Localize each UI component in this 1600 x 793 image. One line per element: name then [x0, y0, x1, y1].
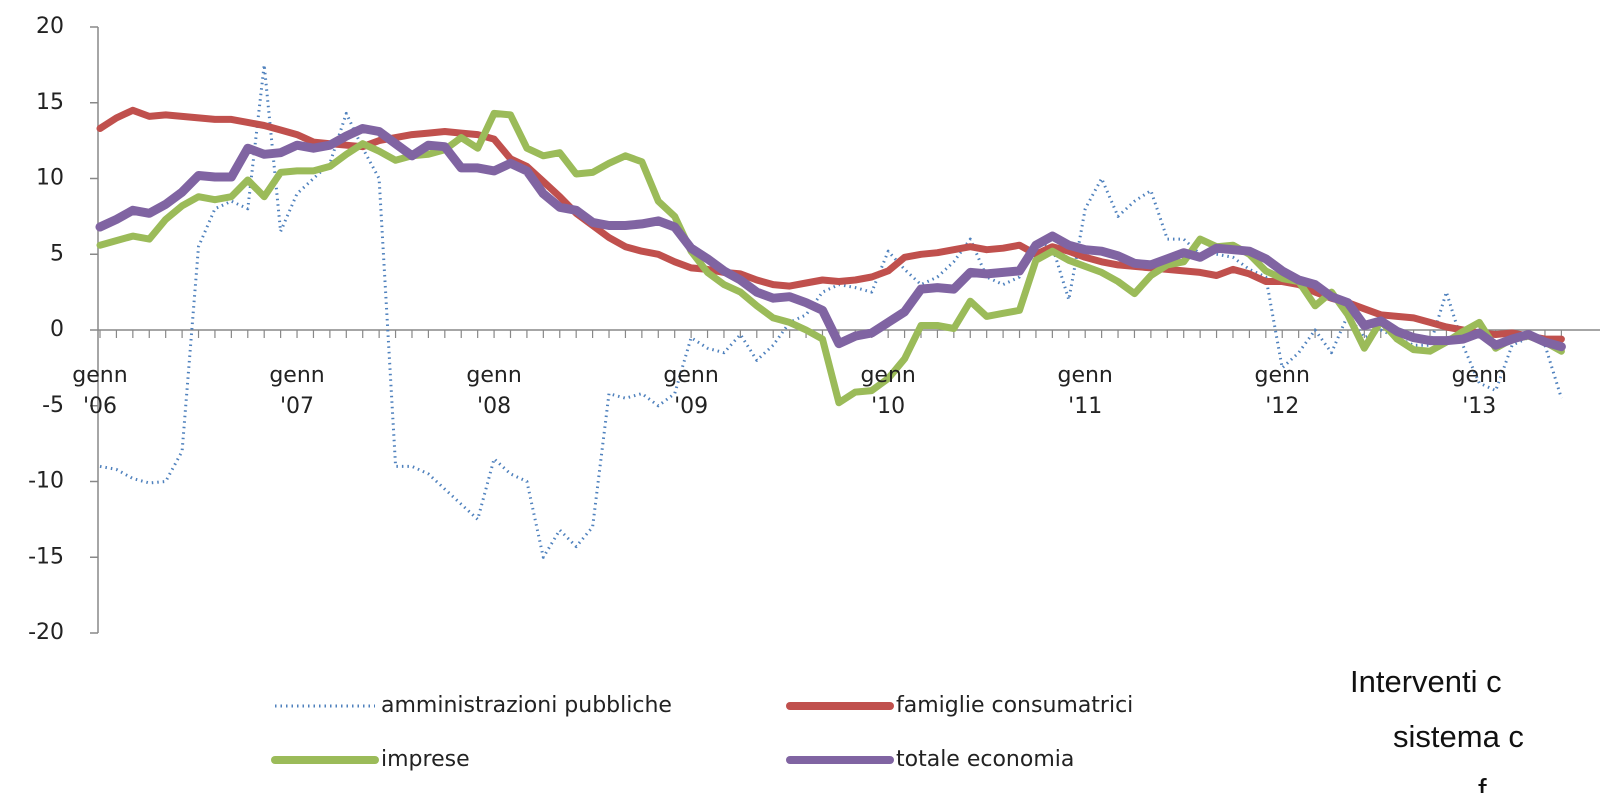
- x-tick-label: genn '10: [860, 363, 916, 419]
- series-line: [95, 124, 1566, 352]
- y-tick-label: -15: [28, 544, 64, 569]
- legend-label: amministrazioni pubbliche: [381, 693, 672, 718]
- legend-label: totale economia: [896, 747, 1074, 772]
- series-line: [96, 106, 1565, 343]
- y-tick-label: 20: [36, 14, 64, 39]
- y-tick-label: 10: [36, 166, 64, 191]
- x-tick-label: genn '07: [269, 363, 325, 419]
- annotation: f: [1478, 772, 1487, 793]
- legend-label: famiglie consumatrici: [896, 693, 1133, 718]
- x-tick-label: genn '12: [1254, 363, 1310, 419]
- annotation: sistema c: [1393, 719, 1524, 754]
- legend-label: imprese: [381, 747, 470, 772]
- y-tick-label: -5: [42, 393, 64, 418]
- x-tick-label: genn '13: [1451, 363, 1507, 419]
- series-line: [96, 109, 1565, 407]
- y-tick-label: -20: [28, 620, 64, 645]
- y-tick-label: -10: [28, 469, 64, 494]
- x-tick-label: genn '08: [466, 363, 522, 419]
- y-tick-label: 15: [36, 90, 64, 115]
- y-tick-label: 5: [50, 241, 64, 266]
- x-tick-label: genn '06: [72, 363, 128, 419]
- y-tick-label: 0: [50, 317, 64, 342]
- x-tick-label: genn '09: [663, 363, 719, 419]
- x-tick-label: genn '11: [1057, 363, 1113, 419]
- annotation: Interventi c: [1350, 664, 1502, 699]
